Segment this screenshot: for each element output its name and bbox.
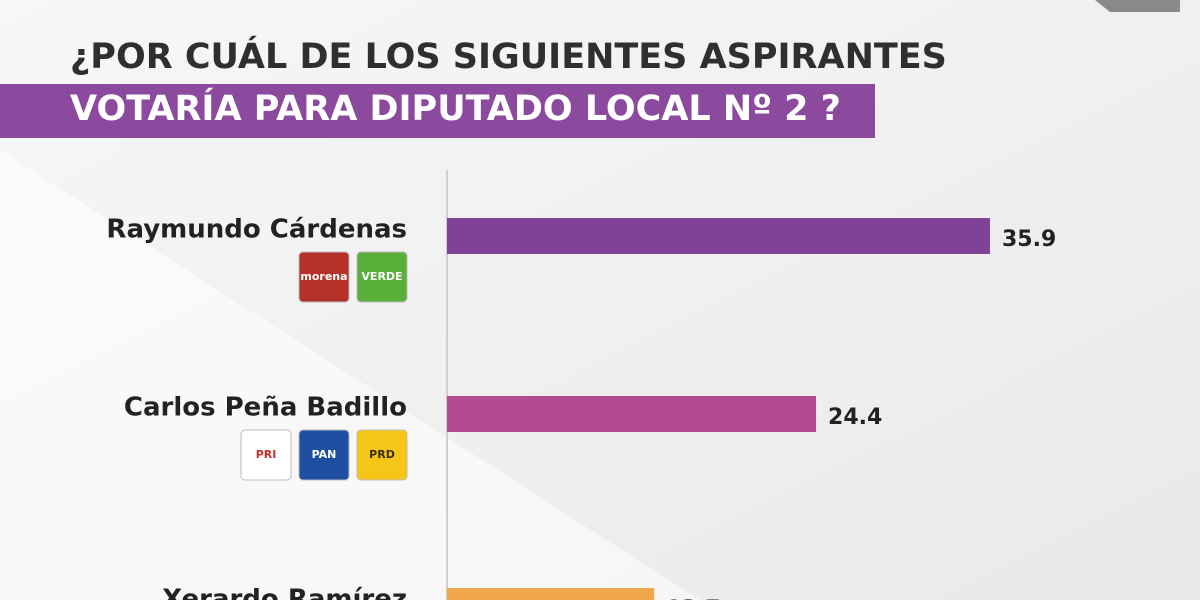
subtitle-band: [0, 84, 875, 138]
bar: [447, 218, 990, 254]
party-logo-label: VERDE: [361, 270, 402, 283]
category-label: Xerardo Ramírez: [162, 585, 407, 601]
party-logo: [356, 251, 408, 303]
chart-subtitle: VOTARÍA PARA DIPUTADO LOCAL Nº 2 ?: [70, 87, 841, 129]
party-logo: [298, 251, 350, 303]
party-logo-label: PRD: [369, 448, 395, 461]
value-label: 24.4: [828, 405, 882, 430]
party-logo: [240, 429, 292, 481]
corner-tab: [1095, 0, 1180, 12]
party-logo-label: PAN: [312, 448, 337, 461]
party-logo-label: PRI: [256, 448, 277, 461]
value-label: 35.9: [1002, 227, 1056, 252]
party-logo-label: morena: [300, 270, 347, 283]
party-logo: [356, 429, 408, 481]
background-shape: [0, 150, 700, 600]
party-logo: [298, 429, 350, 481]
category-label: Carlos Peña Badillo: [124, 393, 407, 423]
bar: [447, 396, 817, 432]
category-label: Raymundo Cárdenas: [106, 215, 407, 245]
bar: [447, 588, 655, 604]
chart-title: ¿POR CUÁL DE LOS SIGUIENTES ASPIRANTES: [70, 35, 947, 77]
